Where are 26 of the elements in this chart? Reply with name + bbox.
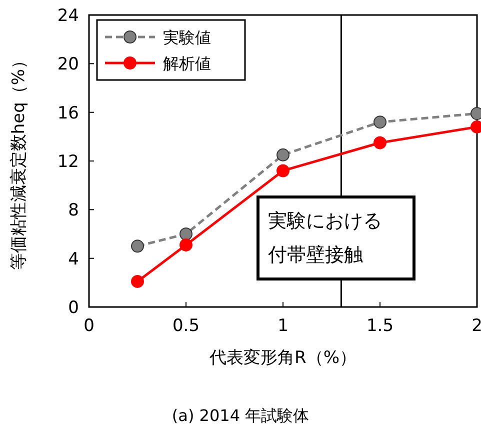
y-tick-label: 0 (68, 298, 79, 318)
legend-label: 実験値 (163, 28, 211, 47)
x-tick-label: 0 (84, 316, 94, 336)
point (131, 274, 144, 288)
point (374, 116, 386, 129)
x-tick-label: 2 (472, 316, 481, 336)
text: (a) 2014 年試験体 (172, 406, 310, 425)
y-axis-title: 等価粘性減衰定数heq（%） (9, 52, 29, 270)
point (276, 164, 290, 178)
y-tick-label: 4 (68, 249, 79, 270)
point (374, 136, 386, 150)
point (180, 228, 192, 240)
x-axis-title: 代表変形角R（%） (208, 348, 356, 368)
y-tick-label: 8 (68, 200, 79, 221)
x-tick-label: 1 (278, 316, 288, 336)
point (276, 148, 290, 162)
y-tick-label: 16 (57, 103, 79, 124)
point (180, 238, 192, 252)
y-tick-label: 20 (57, 54, 79, 75)
y-tick-label: 12 (57, 152, 79, 172)
y-tick-label: 24 (57, 6, 79, 26)
legend-label: 解析値 (163, 54, 211, 73)
x-tick-label: 1.5 (366, 316, 394, 336)
x-tick-label: 0.5 (172, 316, 200, 336)
point (131, 240, 144, 253)
ref-line-label: 実験における付帯壁接触 (267, 210, 382, 266)
